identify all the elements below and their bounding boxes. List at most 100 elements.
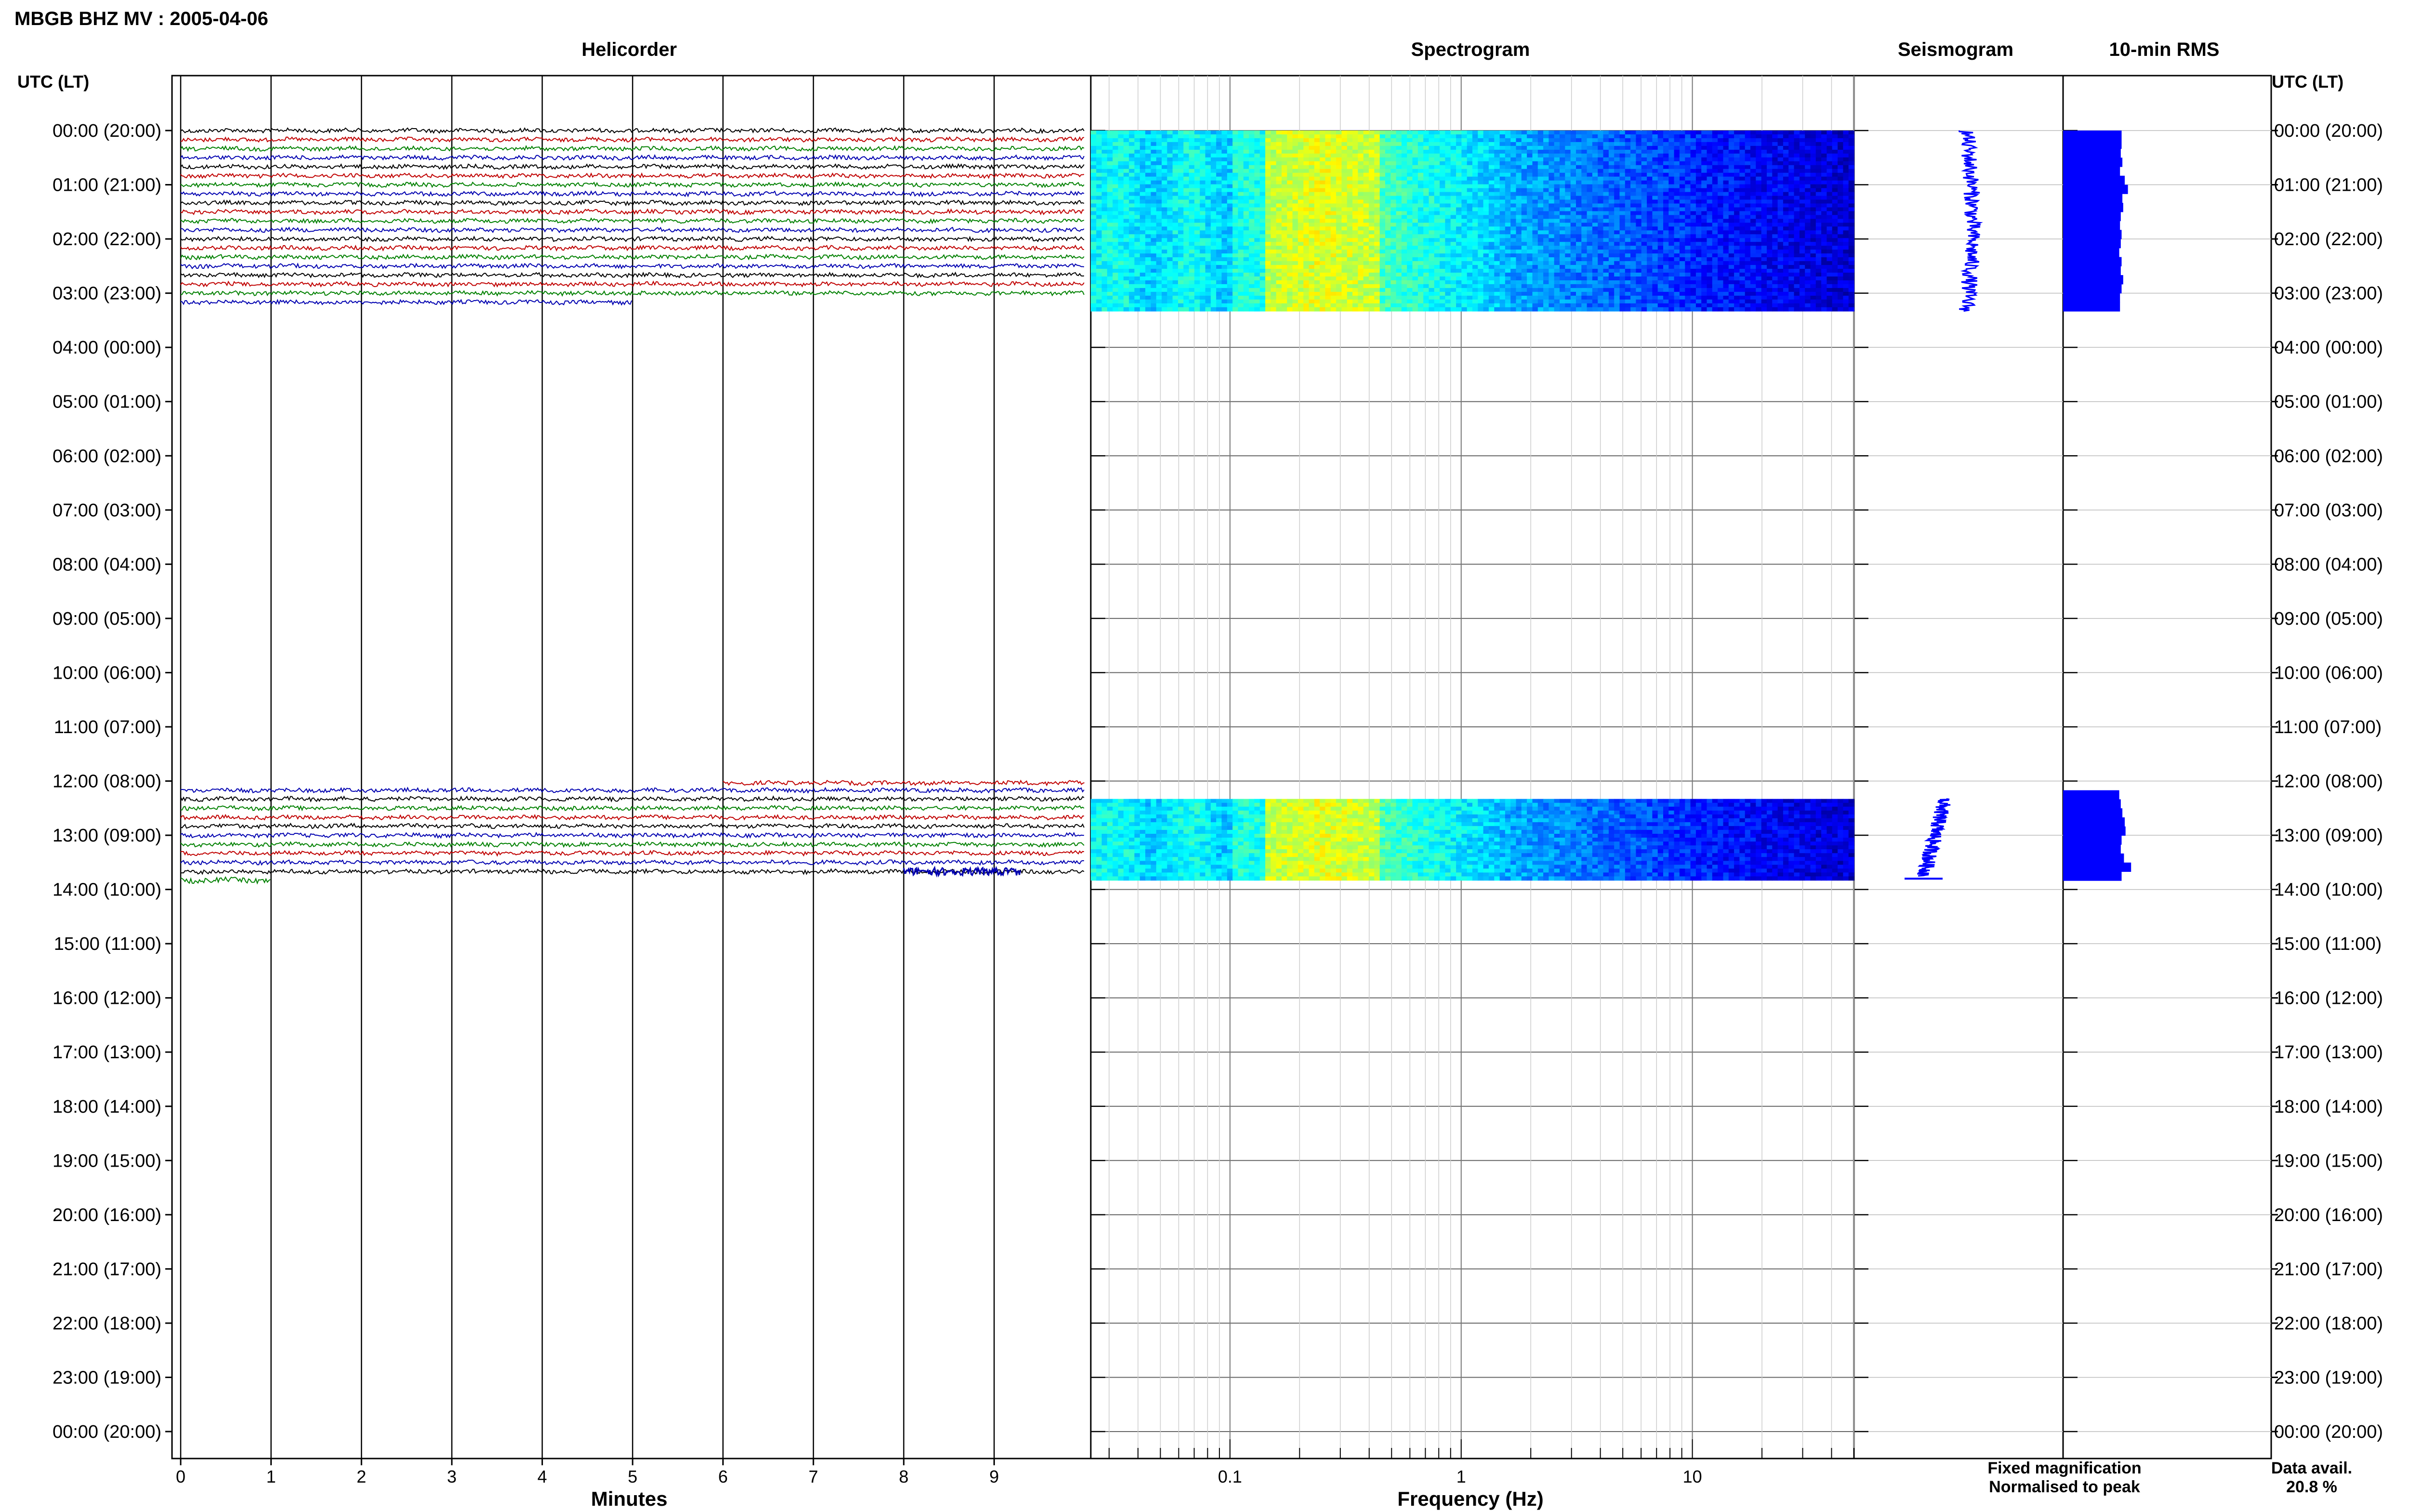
spectrogram-cell [1172,303,1178,308]
spectrogram-cell [1407,230,1413,235]
spectrogram-cell [1167,223,1173,227]
spectrogram-cell [1527,211,1533,216]
spectrogram-cell [1385,161,1391,166]
left-time-label: 02:00 (22:00) [53,229,161,250]
spectrogram-cell [1123,299,1129,304]
spectrogram-cell [1189,169,1195,173]
spectrogram-cell [1619,269,1626,273]
spectrogram-cell [1467,276,1473,281]
spectrogram-cell [1194,265,1201,269]
spectrogram-cell [1434,199,1440,204]
spectrogram-cell [1592,211,1598,216]
spectrogram-cell [1374,145,1380,150]
spectrogram-cell [1369,303,1375,308]
spectrogram-cell [1549,223,1555,227]
spectrogram-cell [1276,284,1282,289]
spectrogram-cell [1521,242,1527,246]
spectrogram-cell [1238,223,1244,227]
spectrogram-cell [1603,157,1609,162]
spectrogram-cell [1516,131,1522,135]
spectrogram-cell [1265,157,1271,162]
spectrogram-cell [1363,149,1369,154]
spectrogram-cell [1374,276,1380,281]
left-time-label: 18:00 (14:00) [53,1097,161,1117]
spectrogram-cell [1516,288,1522,292]
spectrogram-cell [1363,188,1369,193]
spectrogram-cell [1363,138,1369,143]
spectrogram-cell [1603,257,1609,262]
spectrogram-cell [1265,219,1271,224]
spectrogram-cell [1091,180,1097,185]
spectrogram-cell [1401,273,1407,277]
spectrogram-cell [1467,291,1473,296]
spectrogram-cell [1478,131,1484,135]
spectrogram-cell [1532,134,1538,139]
spectrogram-cell [1249,226,1255,231]
spectrogram-cell [1537,169,1544,173]
spectrogram-cell [1423,196,1430,200]
spectrogram-cell [1156,215,1162,220]
spectrogram-cell [1537,211,1544,216]
left-time-label: 11:00 (07:00) [54,717,161,737]
spectrogram-cell [1440,234,1446,239]
spectrogram-cell [1608,261,1615,265]
spectrogram-cell [1101,207,1108,212]
spectrogram-cell [1254,153,1260,158]
spectrogram-cell [1390,261,1397,265]
spectrogram-cell [1483,211,1489,216]
spectrogram-cell [1379,273,1386,277]
spectrogram-cell [1091,234,1097,239]
spectrogram-cell [1505,153,1511,158]
spectrogram-title: Spectrogram [1411,39,1530,60]
spectrogram-cell [1592,250,1598,254]
spectrogram-cell [1189,276,1195,281]
spectrogram-cell [1151,196,1157,200]
spectrogram-cell [1434,288,1440,292]
spectrogram-cell [1320,215,1326,220]
spectrogram-cell [1608,284,1615,289]
spectrogram-cell [1581,303,1588,308]
spectrogram-cell [1194,261,1201,265]
spectrogram-cell [1570,226,1576,231]
spectrogram-cell [1162,165,1168,170]
spectrogram-cell [1576,230,1582,235]
spectrogram-cell [1183,291,1190,296]
spectrogram-cell [1570,234,1576,239]
spectrogram-cell [1254,145,1260,150]
spectrogram-cell [1619,153,1626,158]
spectrogram-cell [1429,176,1435,181]
spectrogram-cell [1483,203,1489,208]
spectrogram-cell [1543,257,1549,262]
spectrogram-cell [1314,184,1320,189]
spectrogram-cell [1347,291,1353,296]
spectrogram-cell [1560,134,1566,139]
spectrogram-cell [1200,257,1206,262]
spectrogram-cell [1243,250,1249,254]
spectrogram-cell [1467,299,1473,304]
spectrogram-cell [1123,180,1129,185]
spectrogram-cell [1576,192,1582,197]
spectrogram-cell [1210,192,1217,197]
spectrogram-cell [1178,250,1184,254]
spectrogram-cell [1608,250,1615,254]
spectrogram-cell [1581,273,1588,277]
spectrogram-cell [1118,153,1124,158]
spectrogram-cell [1297,291,1304,296]
spectrogram-cell [1107,180,1113,185]
spectrogram-cell [1423,188,1430,193]
spectrogram-cell [1445,295,1451,300]
spectrogram-cell [1325,192,1331,197]
spectrogram-cell [1379,226,1386,231]
spectrogram-cell [1276,280,1282,285]
spectrogram-cell [1537,176,1544,181]
spectrogram-cell [1461,131,1468,135]
spectrogram-cell [1554,238,1560,243]
spectrogram-cell [1282,242,1288,246]
spectrogram-cell [1598,253,1604,258]
spectrogram-cell [1598,165,1604,170]
spectrogram-cell [1401,149,1407,154]
spectrogram-cell [1112,192,1119,197]
spectrogram-cell [1379,261,1386,265]
spectrogram-cell [1183,226,1190,231]
spectrogram-cell [1374,291,1380,296]
